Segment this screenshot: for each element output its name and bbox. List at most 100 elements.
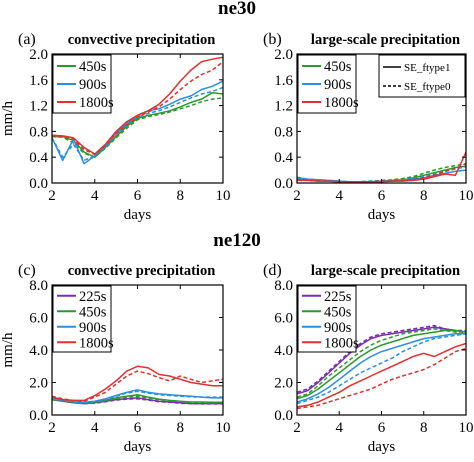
x-tick-label: 2 [293,188,301,204]
panel-label: (a) [18,31,36,48]
series-line-450s-dashed [52,97,223,158]
x-tick-label: 4 [91,188,99,204]
panels-group: 0.0 0.4 0.8 1.2 1.6 2.0 2 4 6 8 10 days mm/h (a) conve… [0,31,474,455]
row-title-ne120: ne120 [213,230,261,251]
y-axis-label: mm/h [0,332,16,368]
y-axis-label: mm/h [0,101,16,137]
series-line-450s-solid [297,329,466,400]
series-line-1800s-dashed [52,370,223,402]
x-axis-label: days [124,207,152,223]
series-line-225s-solid [297,326,466,395]
legend-entry-900s: 900s [79,77,107,93]
x-tick-label: 2 [293,420,301,436]
series-line-900s-solid [297,333,466,403]
legend-entry-900s: 900s [324,77,352,93]
legend-entry-225s: 225s [79,289,107,305]
x-tick-label: 4 [336,188,344,204]
y-tick-label: 1.6 [29,73,48,89]
series-line-1800s-solid [297,151,466,183]
x-tick-label: 10 [459,188,474,204]
legend-entry-450s: 450s [79,59,107,75]
style-legend-entry: SE_ftype1 [404,62,450,74]
legend-entry-450s: 450s [324,59,352,75]
panel-label: (d) [263,262,282,279]
x-axis-label: days [368,207,396,223]
panel-d: 0.0 2.0 4.0 6.0 8.0 2 4 6 8 10 days (d) large-scale … [263,262,474,455]
panel-b: 0.0 0.4 0.8 1.2 1.6 2.0 2 4 6 8 10 days (b) large-sca… [263,31,474,223]
series-line-225s-dashed [297,324,466,394]
x-axis-label: days [368,439,396,455]
legend-entry-1800s: 1800s [79,335,114,351]
legend-entry-1800s: 1800s [324,95,359,111]
x-tick-label: 6 [378,420,386,436]
y-tick-label: 0.8 [29,124,48,140]
y-tick-label: 0.0 [274,408,293,424]
x-tick-label: 8 [177,188,185,204]
series-line-1800s-dashed [297,347,466,410]
legend-entry-900s: 900s [79,320,107,336]
series-group [52,56,223,165]
legend-box: 450s 900s 1800s [52,54,114,114]
series-line-900s-dashed [297,333,466,405]
legend-entry-450s: 450s [324,304,352,320]
style-legend-frame [378,54,466,98]
panel-title: large-scale precipitation [311,263,460,279]
series-line-450s-dashed [297,328,466,398]
panel-label: (c) [18,262,36,279]
legend-entry-450s: 450s [79,304,107,320]
x-tick-label: 6 [378,188,386,204]
y-tick-label: 2.0 [274,376,293,392]
panel-a: 0.0 0.4 0.8 1.2 1.6 2.0 2 4 6 8 10 days mm/h (a) conve… [0,31,231,223]
x-tick-label: 8 [420,188,428,204]
x-tick-label: 10 [216,420,231,436]
series-group [52,365,223,405]
y-tick-label: 2.0 [274,47,293,63]
series-line-450s-solid [52,91,223,158]
x-tick-label: 10 [216,188,231,204]
x-tick-label: 4 [336,420,344,436]
panel-label: (b) [263,31,282,48]
series-line-1800s-solid [297,342,466,408]
y-tick-label: 4.0 [274,343,293,359]
y-tick-label: 6.0 [274,311,293,327]
panel-title: convective precipitation [68,263,216,279]
y-tick-label: 1.2 [274,99,293,115]
row-title-ne30: ne30 [218,0,256,19]
legend-frame [297,285,357,353]
x-tick-label: 8 [420,420,428,436]
panel-title: convective precipitation [68,32,216,48]
panel-title: large-scale precipitation [311,32,460,48]
x-tick-label: 10 [459,420,474,436]
legend-frame [52,285,112,353]
series-group [297,151,466,183]
x-axis-label: days [124,439,152,455]
y-tick-label: 8.0 [274,278,293,294]
series-line-900s-dashed [52,390,223,404]
legend-entry-1800s: 1800s [324,335,359,351]
x-tick-label: 6 [134,420,142,436]
y-tick-label: 0.0 [29,408,48,424]
x-tick-label: 4 [91,420,99,436]
legend-box: 450s 900s 1800s [297,54,359,114]
legend-entry-225s: 225s [324,289,352,305]
y-tick-label: 0.0 [29,176,48,192]
x-tick-label: 2 [48,420,56,436]
series-line-450s-dashed [52,395,223,405]
legend-entry-900s: 900s [324,320,352,336]
series-line-1800s-dashed [52,61,223,156]
y-tick-label: 6.0 [29,311,48,327]
y-tick-label: 2.0 [29,376,48,392]
style-legend-box: SE_ftype1 SE_ftype0 [378,54,466,98]
y-tick-label: 1.6 [274,73,293,89]
y-tick-label: 0.8 [274,124,293,140]
y-tick-label: 0.4 [29,150,48,166]
x-tick-label: 8 [177,420,185,436]
y-tick-label: 0.4 [274,150,293,166]
style-legend-entry: SE_ftype0 [404,81,451,93]
x-tick-label: 2 [48,188,56,204]
series-line-1800s-solid [52,56,223,155]
series-group [297,324,466,410]
y-tick-label: 0.0 [274,176,293,192]
